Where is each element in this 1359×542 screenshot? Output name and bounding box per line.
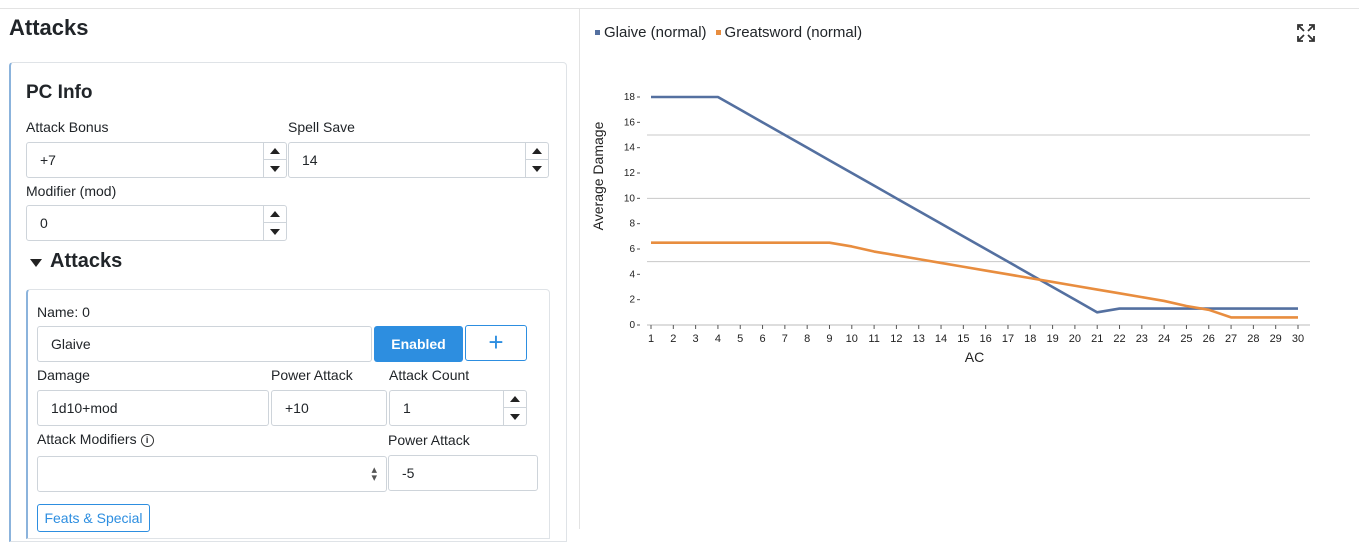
x-tick-label: 10	[846, 333, 858, 345]
x-tick-label: 14	[935, 333, 947, 345]
add-attack-button[interactable]: +	[465, 325, 527, 361]
power-attack-penalty-label: Power Attack	[388, 432, 470, 448]
x-tick-label: 21	[1091, 333, 1103, 345]
stepper-up-icon[interactable]	[526, 143, 548, 160]
x-tick-label: 25	[1180, 333, 1192, 345]
expand-icon[interactable]	[1296, 23, 1316, 43]
power-attack-label: Power Attack	[271, 367, 353, 383]
y-tick-label: 12	[624, 168, 636, 179]
x-tick-label: 18	[1024, 333, 1036, 345]
y-tick-label: 14	[624, 143, 636, 154]
caret-down-icon	[30, 258, 42, 267]
x-tick-label: 8	[804, 333, 810, 345]
stepper-down-icon[interactable]	[264, 160, 286, 177]
y-tick-label: 4	[629, 269, 635, 280]
x-tick-label: 16	[980, 333, 992, 345]
y-tick-label: 10	[624, 193, 636, 204]
y-tick-label: 8	[629, 219, 635, 230]
x-tick-label: 24	[1158, 333, 1170, 345]
attack-name-label: Name: 0	[37, 304, 90, 320]
legend-item-glaive[interactable]: Glaive (normal)	[595, 24, 707, 41]
attack-count-label: Attack Count	[389, 367, 470, 383]
x-tick-label: 11	[868, 333, 879, 345]
spell-save-input[interactable]: 14	[288, 142, 526, 178]
stepper-up-icon[interactable]	[264, 143, 286, 160]
damage-input[interactable]: 1d10+mod	[37, 390, 269, 426]
attack-count-input[interactable]: 1	[389, 390, 504, 426]
x-tick-label: 6	[759, 333, 765, 345]
legend-swatch	[715, 30, 721, 35]
x-tick-label: 13	[913, 333, 925, 345]
damage-label: Damage	[37, 367, 90, 383]
y-tick-label: 0	[629, 320, 635, 331]
modifier-input[interactable]: 0	[26, 205, 264, 241]
series-line-0	[651, 95, 1298, 314]
x-tick-label: 12	[890, 333, 902, 345]
stepper-up-icon[interactable]	[264, 206, 286, 223]
select-chevron-icon: ▴ ▾	[371, 464, 377, 484]
y-tick-label: 16	[624, 117, 636, 128]
x-tick-label: 23	[1136, 333, 1148, 345]
stepper-down-icon[interactable]	[526, 160, 548, 177]
legend-label: Glaive (normal)	[604, 24, 707, 41]
x-tick-label: 15	[957, 333, 969, 345]
legend-label: Greatsword (normal)	[724, 24, 863, 41]
modifier-stepper[interactable]	[263, 205, 287, 241]
stepper-up-icon[interactable]	[504, 391, 526, 408]
power-attack-input[interactable]: +10	[271, 390, 387, 426]
x-tick-label: 3	[693, 333, 699, 345]
attacks-section-title: Attacks	[50, 250, 123, 272]
x-tick-label: 7	[782, 333, 788, 345]
attack-modifiers-label: Attack Modifiers i	[37, 431, 154, 447]
x-tick-label: 20	[1069, 333, 1081, 345]
x-tick-label: 9	[826, 333, 832, 345]
y-axis-label: Average Damage	[590, 121, 606, 230]
x-tick-label: 17	[1002, 333, 1014, 345]
legend-item-greatsword[interactable]: Greatsword (normal)	[715, 24, 863, 41]
spell-save-label: Spell Save	[288, 119, 355, 135]
attack-modifiers-select[interactable]: ▴ ▾	[37, 456, 387, 492]
x-axis-label: AC	[965, 349, 984, 365]
stepper-down-icon[interactable]	[504, 408, 526, 425]
panel-divider	[579, 9, 580, 529]
attack-bonus-stepper[interactable]	[263, 142, 287, 178]
feats-special-button[interactable]: Feats & Special	[37, 504, 150, 532]
series-line-1	[651, 241, 1298, 319]
y-tick-label: 6	[629, 244, 635, 255]
top-divider	[0, 8, 1359, 9]
enabled-button[interactable]: Enabled	[374, 326, 463, 362]
x-tick-label: 2	[670, 333, 676, 345]
attack-bonus-input[interactable]: +7	[26, 142, 264, 178]
y-tick-label: 2	[629, 295, 635, 306]
attack-modifiers-label-text: Attack Modifiers	[37, 431, 137, 447]
attacks-section-toggle[interactable]: Attacks	[30, 250, 122, 273]
power-attack-penalty-input[interactable]: -5	[388, 455, 538, 491]
legend-swatch	[595, 30, 600, 35]
x-tick-label: 5	[737, 333, 743, 345]
modifier-label: Modifier (mod)	[26, 183, 117, 199]
x-tick-label: 1	[648, 333, 654, 345]
x-tick-label: 19	[1046, 333, 1058, 345]
attack-bonus-label: Attack Bonus	[26, 119, 109, 135]
x-tick-label: 28	[1247, 333, 1259, 345]
attack-name-input[interactable]: Glaive	[37, 326, 372, 362]
chart-legend: Glaive (normal) Greatsword (normal)	[595, 24, 871, 41]
stepper-down-icon[interactable]	[264, 223, 286, 240]
page-title: Attacks	[9, 15, 89, 40]
y-tick-label: 18	[624, 92, 636, 103]
info-icon[interactable]: i	[140, 434, 154, 447]
spell-save-stepper[interactable]	[525, 142, 549, 178]
x-tick-label: 26	[1203, 333, 1215, 345]
x-tick-label: 29	[1270, 333, 1282, 345]
pc-info-title: PC Info	[26, 82, 93, 103]
x-tick-label: 30	[1292, 333, 1304, 345]
x-tick-label: 27	[1225, 333, 1237, 345]
attack-count-stepper[interactable]	[503, 390, 527, 426]
x-tick-label: 4	[715, 333, 721, 345]
x-tick-label: 22	[1113, 333, 1125, 345]
